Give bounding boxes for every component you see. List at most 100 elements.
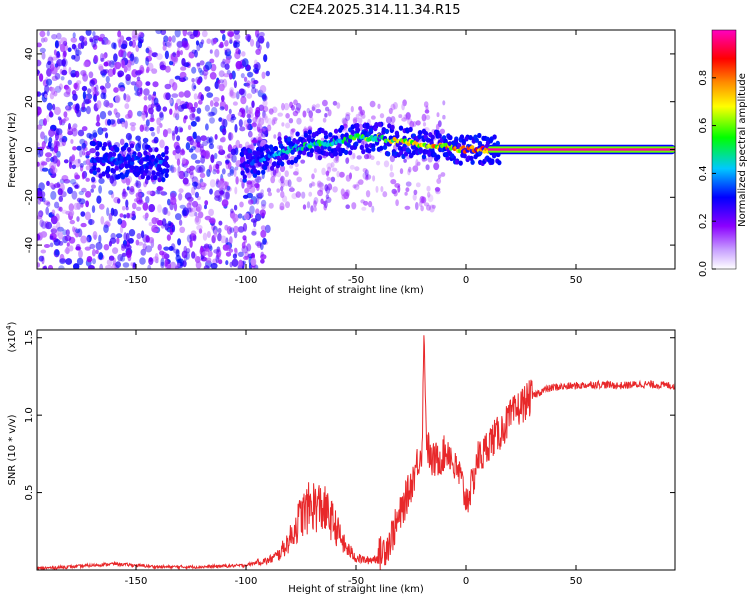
heatmap-noise-cell — [148, 257, 154, 265]
heatmap-noise-cell — [92, 231, 98, 240]
heatmap-noise-cell — [264, 115, 269, 124]
heatmap-noise-cell — [220, 30, 226, 34]
heatmap-noise-cell — [145, 81, 151, 86]
heatmap-noise-cell — [55, 213, 60, 222]
heatmap-noise-cell — [156, 105, 162, 112]
heatmap-noise-cell — [219, 187, 224, 196]
heatmap-noise-cell — [290, 104, 295, 111]
heatmap-noise-cell — [72, 182, 79, 188]
colorbar-tick-label: 0.0 — [698, 261, 709, 277]
heatmap-noise-cell — [380, 186, 384, 193]
heatmap-noise-cell — [78, 190, 85, 196]
heatmap-noise-cell — [113, 53, 118, 62]
heatmap-noise-cell — [90, 188, 94, 193]
figure-title: C2E4.2025.314.11.34.R15 — [289, 3, 460, 18]
heatmap-noise-cell — [388, 107, 393, 115]
heatmap-noise-cell — [172, 55, 178, 63]
heatmap-noise-cell — [43, 118, 47, 126]
heatmap-noise-cell — [233, 30, 240, 35]
heatmap-noise-cell — [80, 211, 86, 217]
heatmap-noise-cell — [311, 104, 317, 111]
heatmap-noise-cell — [246, 243, 252, 252]
heatmap-noise-cell — [71, 164, 76, 170]
heatmap-noise-cell — [91, 205, 96, 214]
heatmap-noise-cell — [230, 91, 237, 99]
heatmap-noise-cell — [427, 191, 431, 198]
heatmap-noise-cell — [121, 252, 127, 257]
heatmap-noise-cell — [242, 222, 248, 232]
heatmap-noise-cell — [173, 112, 177, 118]
heatmap-noise-cell — [233, 247, 238, 253]
heatmap-noise-cell — [37, 142, 40, 147]
heatmap-noise-cell — [276, 188, 281, 193]
heatmap-noise-cell — [252, 121, 257, 127]
heatmap-noise-cell — [211, 106, 218, 116]
heatmap-noise-cell — [47, 141, 52, 148]
heatmap-noise-cell — [321, 167, 326, 176]
heatmap-ridge-cell — [89, 168, 94, 174]
heatmap-noise-cell — [209, 49, 213, 54]
heatmap-noise-cell — [325, 196, 332, 203]
heatmap-noise-cell — [276, 171, 282, 178]
heatmap-noise-cell — [112, 208, 118, 217]
heatmap-noise-cell — [145, 119, 150, 127]
heatmap-noise-cell — [92, 31, 96, 37]
snr-x-tick-label: 50 — [570, 576, 583, 587]
heatmap-noise-cell — [38, 182, 45, 191]
heatmap-noise-cell — [242, 235, 247, 241]
heatmap-noise-cell — [260, 199, 267, 207]
heatmap-noise-cell — [176, 41, 183, 49]
heatmap-noise-cell — [207, 250, 213, 258]
heatmap-noise-cell — [74, 184, 79, 189]
heatmap-ridge-cell — [355, 122, 360, 129]
heatmap-noise-cell — [65, 229, 70, 236]
heatmap-noise-cell — [336, 102, 341, 109]
heatmap-noise-cell — [117, 118, 121, 125]
heatmap-noise-cell — [63, 50, 67, 58]
heatmap-noise-cell — [279, 176, 284, 182]
heatmap-noise-cell — [92, 248, 96, 257]
heatmap-ridge-cell — [157, 177, 162, 183]
heatmap-ridge-cell — [374, 122, 379, 128]
heatmap-noise-cell — [103, 99, 110, 108]
heatmap-noise-cell — [46, 30, 50, 37]
heatmap-noise-cell — [176, 258, 182, 264]
heatmap-noise-cell — [311, 106, 316, 112]
heatmap-noise-cell — [221, 199, 229, 207]
heatmap-ridge-cell — [150, 154, 156, 160]
heatmap-noise-cell — [290, 155, 296, 161]
heatmap-noise-cell — [195, 206, 201, 213]
heatmap-noise-cell — [200, 135, 207, 142]
heatmap-noise-cell — [222, 118, 228, 128]
heatmap-noise-cell — [279, 206, 285, 211]
heatmap-noise-cell — [145, 47, 150, 54]
heatmap-noise-cell — [436, 178, 442, 185]
heatmap-noise-cell — [82, 150, 86, 156]
heatmap-noise-cell — [203, 243, 210, 249]
heatmap-ridge-cell — [477, 132, 482, 139]
heatmap-noise-cell — [322, 200, 327, 206]
heatmap-noise-cell — [65, 104, 69, 110]
heatmap-noise-cell — [119, 225, 124, 234]
heatmap-noise-cell — [107, 110, 113, 116]
heatmap-noise-cell — [426, 185, 431, 192]
heatmap-noise-cell — [70, 139, 74, 144]
heatmap-noise-cell — [178, 170, 185, 180]
heatmap-ridge-cell — [344, 132, 349, 138]
heatmap-ridge-cell — [92, 170, 98, 176]
heatmap-noise-cell — [37, 233, 41, 241]
heatmap-noise-cell — [139, 257, 146, 265]
heatmap-noise-cell — [67, 47, 72, 52]
heatmap-noise-cell — [128, 229, 136, 237]
heatmap-noise-cell — [100, 57, 105, 62]
heatmap-noise-cell — [440, 172, 446, 177]
heatmap-noise-cell — [427, 194, 434, 203]
heatmap-ridge-cell — [272, 161, 277, 167]
heatmap-noise-cell — [174, 75, 181, 80]
heatmap-noise-cell — [119, 213, 124, 218]
heatmap-noise-cell — [37, 161, 40, 167]
heatmap-ridge-cell — [248, 153, 253, 159]
heatmap-ridge-cell — [273, 146, 278, 152]
heatmap-noise-cell — [306, 201, 311, 209]
heatmap-noise-cell — [336, 170, 340, 178]
